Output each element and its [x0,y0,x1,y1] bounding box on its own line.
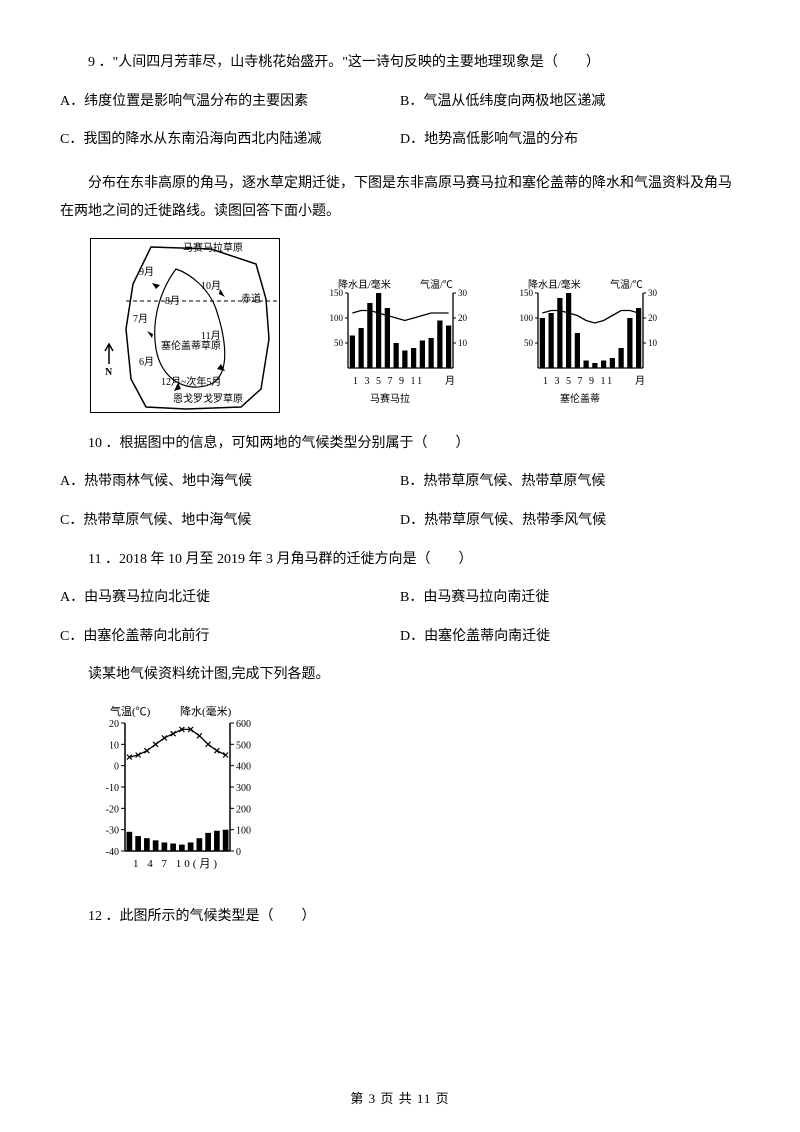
map-period: 12月~次年5月 [161,377,221,389]
q9-text: 9 ．"人间四月芳菲尽，山寺桃花始盛开。"这一诗句反映的主要地理现象是（ ） [60,50,740,77]
q9-B: B．气温从低纬度向两极地区递减 [400,89,740,116]
svg-text:100: 100 [236,826,251,837]
q11-r1: A．由马赛马拉向北迁徙 B．由马赛马拉向南迁徙 [60,585,740,612]
map-m8: 8月 [165,296,180,308]
q10-text: 10 ．根据图中的信息，可知两地的气候类型分别属于（ ） [60,431,740,458]
page-footer: 第 3 页 共 11 页 [0,1087,800,1112]
q11-A: A．由马赛马拉向北迁徙 [60,585,400,612]
seren-xticks: 1 3 5 7 9 11 [543,372,614,391]
svg-text:300: 300 [236,783,251,794]
map-equator: 赤道 [241,294,261,306]
svg-text:1 4 7 10(月): 1 4 7 10(月) [133,858,220,870]
climate3-svg: 气温(℃)降水(毫米)20100-10-20-30-40600500400300… [90,701,265,886]
svg-text:100: 100 [330,313,344,323]
svg-text:-40: -40 [106,847,119,858]
svg-text:200: 200 [236,804,251,815]
map-masai-label: 马赛马拉草原 [183,243,243,255]
seren-temp-label: 气温/℃ [610,276,643,295]
q10-r1: A．热带雨林气候、地中海气候 B．热带草原气候、热带草原气候 [60,469,740,496]
q10-C: C．热带草原气候、地中海气候 [60,508,400,535]
q10-r2: C．热带草原气候、地中海气候 D．热带草原气候、热带季风气候 [60,508,740,535]
q9-D: D．地势高低影响气温的分布 [400,127,740,154]
svg-text:600: 600 [236,719,251,730]
seren-month: 月 [635,372,645,391]
q9-A: A．纬度位置是影响气温分布的主要因素 [60,89,400,116]
svg-text:20: 20 [458,313,468,323]
map-m10: 10月 [201,281,221,293]
migration-map: 马赛马拉草原 9月 10月 8月 赤道 7月 11月 塞伦盖蒂草原 6月 12月… [90,238,280,413]
map-m6: 6月 [139,357,154,369]
chart-seren: 降水且/毫米 气温/℃ 50100150102030 1 3 5 7 9 11 … [510,268,660,413]
q11-B: B．由马赛马拉向南迁徙 [400,585,740,612]
masai-precip-label: 降水且/毫米 [338,276,391,295]
map-m9: 9月 [139,267,154,279]
q11-C: C．由塞伦盖蒂向北前行 [60,624,400,651]
svg-text:0: 0 [236,847,241,858]
figure-row: 马赛马拉草原 9月 10月 8月 赤道 7月 11月 塞伦盖蒂草原 6月 12月… [90,238,740,413]
q10-A: A．热带雨林气候、地中海气候 [60,469,400,496]
svg-text:400: 400 [236,762,251,773]
q9-opts-row1: A．纬度位置是影响气温分布的主要因素 B．气温从低纬度向两极地区递减 [60,89,740,116]
svg-text:10: 10 [109,740,119,751]
chart-masai: 降水且/毫米 气温/℃ 50100150102030 1 3 5 7 9 11 … [320,268,470,413]
svg-text:20: 20 [109,719,119,730]
map-north: N [105,367,112,379]
svg-text:100: 100 [520,313,534,323]
svg-text:降水(毫米): 降水(毫米) [180,704,232,718]
svg-text:-10: -10 [106,783,119,794]
seren-name: 塞伦盖蒂 [560,390,600,409]
seren-precip-label: 降水且/毫米 [528,276,581,295]
svg-text:50: 50 [334,338,344,348]
q11-r2: C．由塞伦盖蒂向北前行 D．由塞伦盖蒂向南迁徙 [60,624,740,651]
svg-text:30: 30 [648,288,658,298]
svg-text:50: 50 [524,338,534,348]
map-serengeti: 塞伦盖蒂草原 [161,341,221,353]
q10-D: D．热带草原气候、热带季风气候 [400,508,740,535]
svg-text:10: 10 [458,338,468,348]
q11-D: D．由塞伦盖蒂向南迁徙 [400,624,740,651]
masai-temp-label: 气温/℃ [420,276,453,295]
intro1: 分布在东非高原的角马，逐水草定期迁徙，下图是东非高原马赛马拉和塞伦盖蒂的降水和气… [60,170,740,226]
q9-C: C．我国的降水从东南沿海向西北内陆递减 [60,127,400,154]
q10-B: B．热带草原气候、热带草原气候 [400,469,740,496]
q9-opts-row2: C．我国的降水从东南沿海向西北内陆递减 D．地势高低影响气温的分布 [60,127,740,154]
svg-text:0: 0 [114,762,119,773]
svg-text:20: 20 [648,313,658,323]
svg-text:500: 500 [236,740,251,751]
svg-text:气温(℃): 气温(℃) [110,704,151,718]
map-ngoro: 恩戈罗戈罗草原 [173,394,243,406]
masai-month: 月 [445,372,455,391]
map-m7: 7月 [133,314,148,326]
svg-text:10: 10 [648,338,658,348]
q12-text: 12 ．此图所示的气候类型是（ ） [60,904,740,931]
q11-text: 11 ．2018 年 10 月至 2019 年 3 月角马群的迁徙方向是（ ） [60,547,740,574]
svg-text:-30: -30 [106,826,119,837]
intro2: 读某地气候资料统计图,完成下列各题。 [60,662,740,689]
masai-name: 马赛马拉 [370,390,410,409]
svg-text:30: 30 [458,288,468,298]
climate-chart-3: 气温(℃)降水(毫米)20100-10-20-30-40600500400300… [90,701,265,886]
svg-text:-20: -20 [106,804,119,815]
masai-xticks: 1 3 5 7 9 11 [353,372,424,391]
